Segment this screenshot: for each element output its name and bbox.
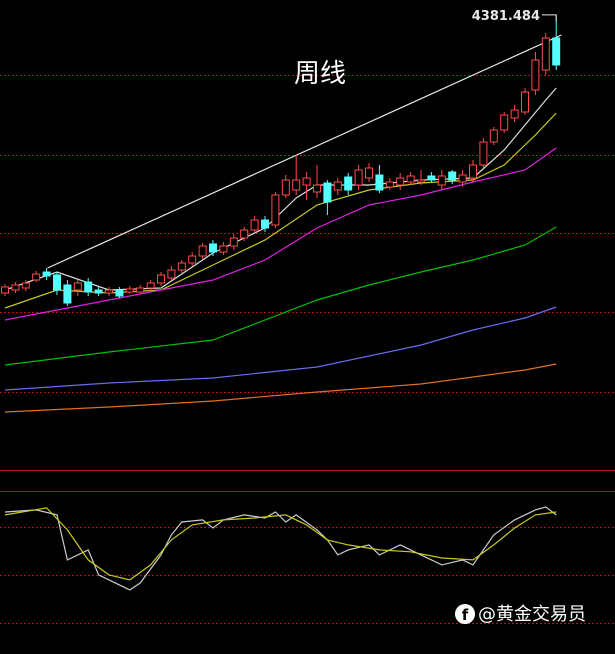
candle-body	[53, 274, 61, 291]
candle-body	[32, 273, 41, 281]
candle-body	[469, 164, 477, 179]
candle-body	[167, 269, 176, 279]
candle-body	[458, 174, 467, 183]
candle-body	[281, 179, 290, 196]
candle-body	[552, 37, 561, 66]
candle-body	[125, 288, 134, 293]
candle-body	[417, 179, 425, 183]
candle-body	[42, 271, 51, 277]
candle-body	[146, 282, 155, 289]
line-series	[4, 506, 557, 591]
watermark-icon	[455, 604, 475, 624]
line-series	[4, 507, 557, 581]
label-pointer	[542, 14, 557, 21]
plot	[0, 14, 615, 624]
candle-body	[94, 289, 103, 294]
candle-body	[521, 91, 529, 113]
candle-body	[240, 229, 249, 239]
candle-body	[63, 284, 72, 304]
candle-body	[500, 114, 509, 131]
line-series	[4, 363, 557, 413]
line-series	[4, 147, 557, 321]
candle-body	[510, 109, 519, 119]
candle-body	[177, 262, 186, 271]
watermark-icon-letter: f	[462, 606, 469, 624]
candle-body	[105, 289, 113, 294]
line-series	[47, 34, 562, 269]
candle-body	[11, 284, 20, 291]
line-series	[4, 306, 557, 391]
chart-title: 周线	[294, 59, 346, 89]
candle-body	[271, 194, 280, 226]
candle-body	[188, 255, 197, 264]
candle-body	[313, 184, 321, 193]
watermark: @黄金交易员	[478, 604, 586, 625]
candle-body	[479, 141, 488, 166]
candle-body	[73, 282, 82, 291]
candle-body	[375, 174, 384, 191]
candle-body	[198, 245, 207, 257]
candle-body	[261, 219, 269, 229]
candle-body	[302, 177, 311, 186]
candle-body	[406, 175, 415, 183]
candle-body	[323, 182, 332, 203]
candle-body	[21, 282, 30, 289]
candle-body	[292, 179, 301, 191]
candle-body	[84, 281, 93, 293]
candle-body	[344, 176, 353, 191]
candle-body	[209, 243, 217, 253]
candle-body	[1, 286, 9, 294]
candle-body	[385, 181, 394, 188]
candle-body	[541, 37, 550, 71]
candle-body	[427, 175, 436, 181]
line-series	[4, 226, 557, 366]
candle-body	[365, 167, 373, 179]
candle-body	[115, 289, 124, 297]
candle-body	[333, 181, 342, 191]
candle-body	[489, 129, 498, 143]
candle-body	[136, 287, 145, 293]
candle-body	[219, 245, 228, 253]
high-label: 4381.484	[472, 9, 540, 24]
candle-body	[354, 169, 363, 186]
candle-body	[437, 175, 446, 186]
candle-body	[229, 237, 238, 247]
candle-body	[157, 274, 165, 284]
candle-body	[448, 171, 457, 181]
candle-body	[250, 219, 259, 231]
candle-body	[396, 177, 405, 186]
candle-body	[531, 59, 540, 91]
